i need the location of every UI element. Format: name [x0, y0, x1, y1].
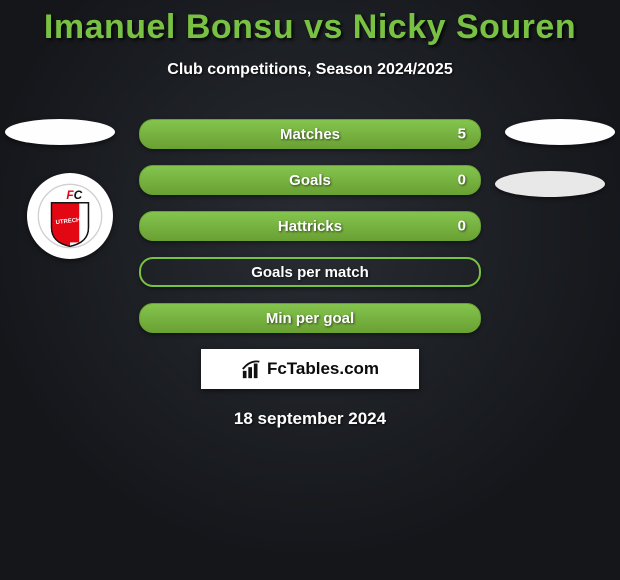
stat-label: Goals per match: [251, 264, 369, 281]
stat-label: Matches: [280, 126, 340, 143]
player-right-avatar-placeholder-2: [495, 171, 605, 197]
stat-value-right: 0: [458, 172, 466, 189]
brand-box[interactable]: FcTables.com: [201, 349, 419, 389]
stat-label: Hattricks: [278, 218, 342, 235]
stat-row-goals-per-match: Goals per match: [139, 257, 481, 287]
stat-value-right: 5: [458, 126, 466, 143]
stat-row-matches: Matches 5: [139, 119, 481, 149]
stat-label: Min per goal: [266, 310, 354, 327]
page-title: Imanuel Bonsu vs Nicky Souren: [0, 8, 620, 47]
brand-text: FcTables.com: [267, 359, 379, 379]
club-badge-left: F C UTRECHT: [27, 173, 113, 259]
stat-row-min-per-goal: Min per goal: [139, 303, 481, 333]
fc-utrecht-badge-icon: F C UTRECHT: [37, 183, 103, 249]
bar-chart-icon: [241, 358, 263, 380]
stat-rows: Matches 5 Goals 0 Hattricks 0 Goals per …: [139, 119, 481, 333]
stat-label: Goals: [289, 172, 331, 189]
date-line: 18 september 2024: [0, 409, 620, 429]
content-container: Imanuel Bonsu vs Nicky Souren Club compe…: [0, 0, 620, 429]
stat-row-goals: Goals 0: [139, 165, 481, 195]
svg-text:C: C: [74, 188, 83, 202]
stat-row-hattricks: Hattricks 0: [139, 211, 481, 241]
brand-logo: FcTables.com: [241, 358, 379, 380]
player-right-avatar-placeholder-1: [505, 119, 615, 145]
stats-area: F C UTRECHT Matches 5 Goals 0 Hattricks …: [0, 119, 620, 429]
subtitle: Club competitions, Season 2024/2025: [0, 61, 620, 79]
stat-value-right: 0: [458, 218, 466, 235]
player-left-avatar-placeholder: [5, 119, 115, 145]
